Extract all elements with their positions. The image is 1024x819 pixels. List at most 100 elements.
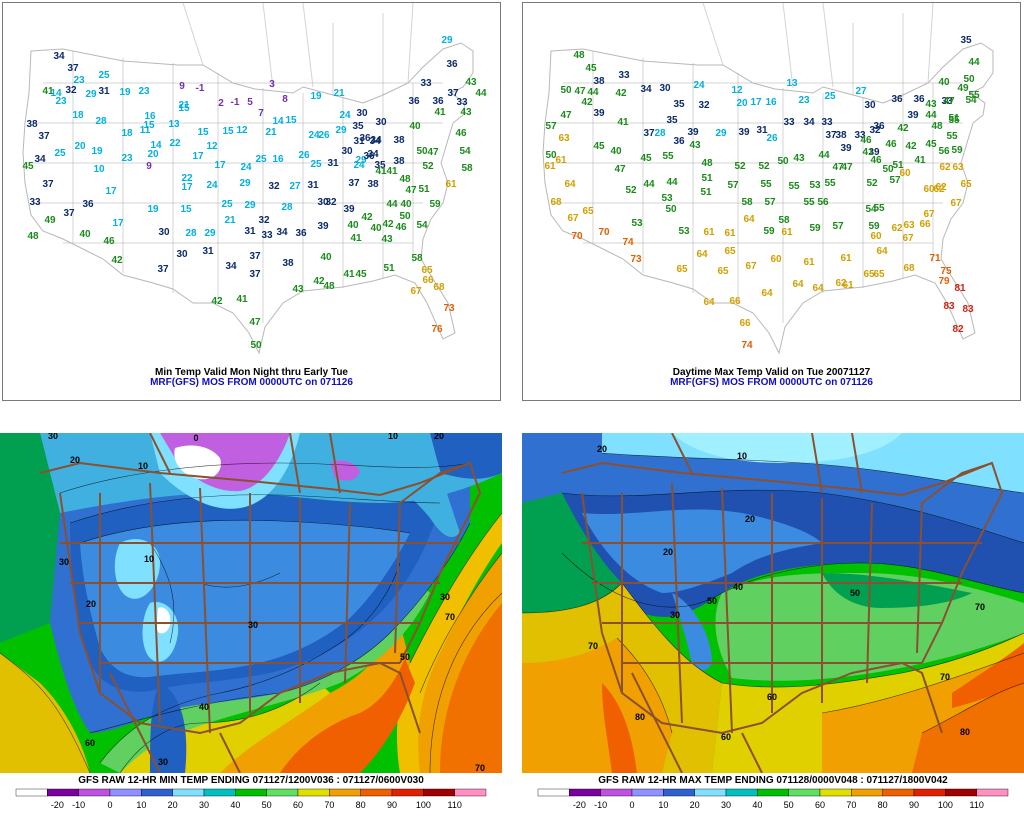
station-temperature: 34: [369, 136, 381, 147]
station-temperature: 52: [758, 161, 770, 172]
state-border: [721, 487, 733, 734]
state-border: [289, 433, 301, 494]
state-border: [149, 482, 161, 724]
station-temperature: 22: [169, 138, 181, 149]
station-temperature: 56: [817, 197, 829, 208]
station-temperature: 50: [250, 340, 262, 351]
station-temperature: 50: [882, 164, 894, 175]
scale-swatch: [423, 788, 455, 797]
station-temperature: 41: [914, 155, 926, 166]
station-temperature: 47: [560, 110, 572, 121]
station-temperature: 14: [50, 88, 62, 99]
station-temperature: 34: [640, 84, 652, 95]
contour-label: 50: [400, 652, 410, 662]
station-temperature: 57: [889, 175, 901, 186]
panel-max-temp-mos: 35 48 45 44 33 24 12 13 40 50 38 34 30 50 47 44 42 27 25 23…: [522, 2, 1021, 401]
station-temperature: 46: [455, 128, 467, 139]
station-temperature: 67: [745, 261, 757, 272]
contour-label: 20: [597, 444, 607, 454]
station-temperature: 38: [835, 130, 847, 141]
station-temperature: 27: [289, 181, 301, 192]
station-temperature: 40: [409, 121, 421, 132]
station-temperature: 38: [367, 179, 379, 190]
scale-swatch: [882, 788, 915, 797]
station-temperature: 48: [931, 121, 943, 132]
station-temperature: 73: [443, 303, 455, 314]
station-temperature: 45: [640, 153, 652, 164]
station-temperature: 18: [121, 128, 133, 139]
contour-label: 60: [85, 738, 95, 748]
station-temperature: 39: [343, 204, 355, 215]
scale-swatch: [913, 788, 946, 797]
station-temperature: 54: [416, 220, 428, 231]
station-temperature: 68: [433, 282, 445, 293]
station-temperature: 38: [593, 76, 605, 87]
contour-label: 20: [434, 433, 444, 441]
station-temperature: 36: [891, 94, 903, 105]
station-temperature: 15: [197, 127, 209, 138]
station-temperature: 37: [249, 269, 261, 280]
station-temperature: 54: [965, 95, 977, 106]
station-temperature: 27: [855, 86, 867, 97]
state-border: [109, 672, 161, 773]
station-temperature: 42: [897, 123, 909, 134]
map-caption-source: MRF(GFS) MOS FROM 0000UTC on 071126: [150, 377, 353, 388]
station-temperature: 17: [214, 160, 226, 171]
gfs-min-temp-contour-map: 0 10 20 30 10 20 30 20 10 30 40 30 50 60 70 70 30: [0, 433, 502, 773]
station-temperature: 45: [925, 139, 937, 150]
station-temperature: 55: [946, 131, 958, 142]
station-temperature: 62: [935, 182, 947, 193]
station-temperature: 53: [678, 226, 690, 237]
station-temperature: 28: [185, 228, 197, 239]
scale-label: 80: [356, 800, 366, 810]
station-temperature: 44: [968, 57, 980, 68]
station-temperature: 16: [144, 111, 156, 122]
station-temperature: 65: [863, 269, 875, 280]
station-temperature: 36: [363, 151, 375, 162]
station-temperature: 57: [832, 221, 844, 232]
map-caption-title: Daytime Max Temp Valid on Tue 20071127: [672, 367, 871, 378]
station-temperature: 37: [67, 63, 79, 74]
station-temperature: 42: [313, 276, 325, 287]
station-temperature: 35: [666, 115, 678, 126]
station-temperature: 55: [788, 181, 800, 192]
station-temperature: 61: [445, 179, 457, 190]
station-temperature: 47: [943, 96, 955, 107]
station-temperature: 43: [292, 284, 304, 295]
station-temperature: 67: [410, 286, 422, 297]
station-temperature: 74: [741, 340, 753, 351]
station-temperature: 43: [465, 77, 477, 88]
station-temperature: 25: [310, 159, 322, 170]
station-temperature: 15: [180, 204, 192, 215]
scale-label: -10: [72, 800, 85, 810]
panel-gfs-raw-max: 20 10 20 20 40 50 30 50 70 60 70 80 60 80 70 GFS RAW 1…: [522, 433, 1024, 819]
scale-label: 100: [416, 800, 431, 810]
station-temperature: 54: [865, 204, 877, 215]
scale-swatch: [78, 788, 111, 797]
station-temperature: 33: [420, 78, 432, 89]
station-temperature: 62: [891, 223, 903, 234]
station-temperature: 46: [885, 139, 897, 150]
station-temperature: 67: [923, 209, 935, 220]
state-border: [822, 3, 834, 88]
station-temperature: 58: [461, 163, 473, 174]
station-temperature: 32: [698, 100, 710, 111]
scale-swatch: [569, 788, 601, 797]
station-temperature: 37: [63, 208, 75, 219]
station-temperature: 74: [622, 237, 634, 248]
station-temperature: 24: [339, 110, 351, 121]
station-temperature: 61: [781, 227, 793, 238]
station-temperature: 52: [625, 185, 637, 196]
scale-swatch: [454, 788, 487, 797]
station-temperature: 60: [923, 184, 935, 195]
station-temperature: 15: [143, 120, 155, 131]
station-temperature: 41: [350, 233, 362, 244]
state-border: [59, 492, 421, 735]
station-temperature: 47: [249, 317, 261, 328]
station-temperature: 32: [869, 125, 881, 136]
station-temperature: 53: [631, 218, 643, 229]
station-temperature: 61: [703, 227, 715, 238]
scale-swatch: [203, 788, 236, 797]
station-temperature: 29: [441, 35, 453, 46]
